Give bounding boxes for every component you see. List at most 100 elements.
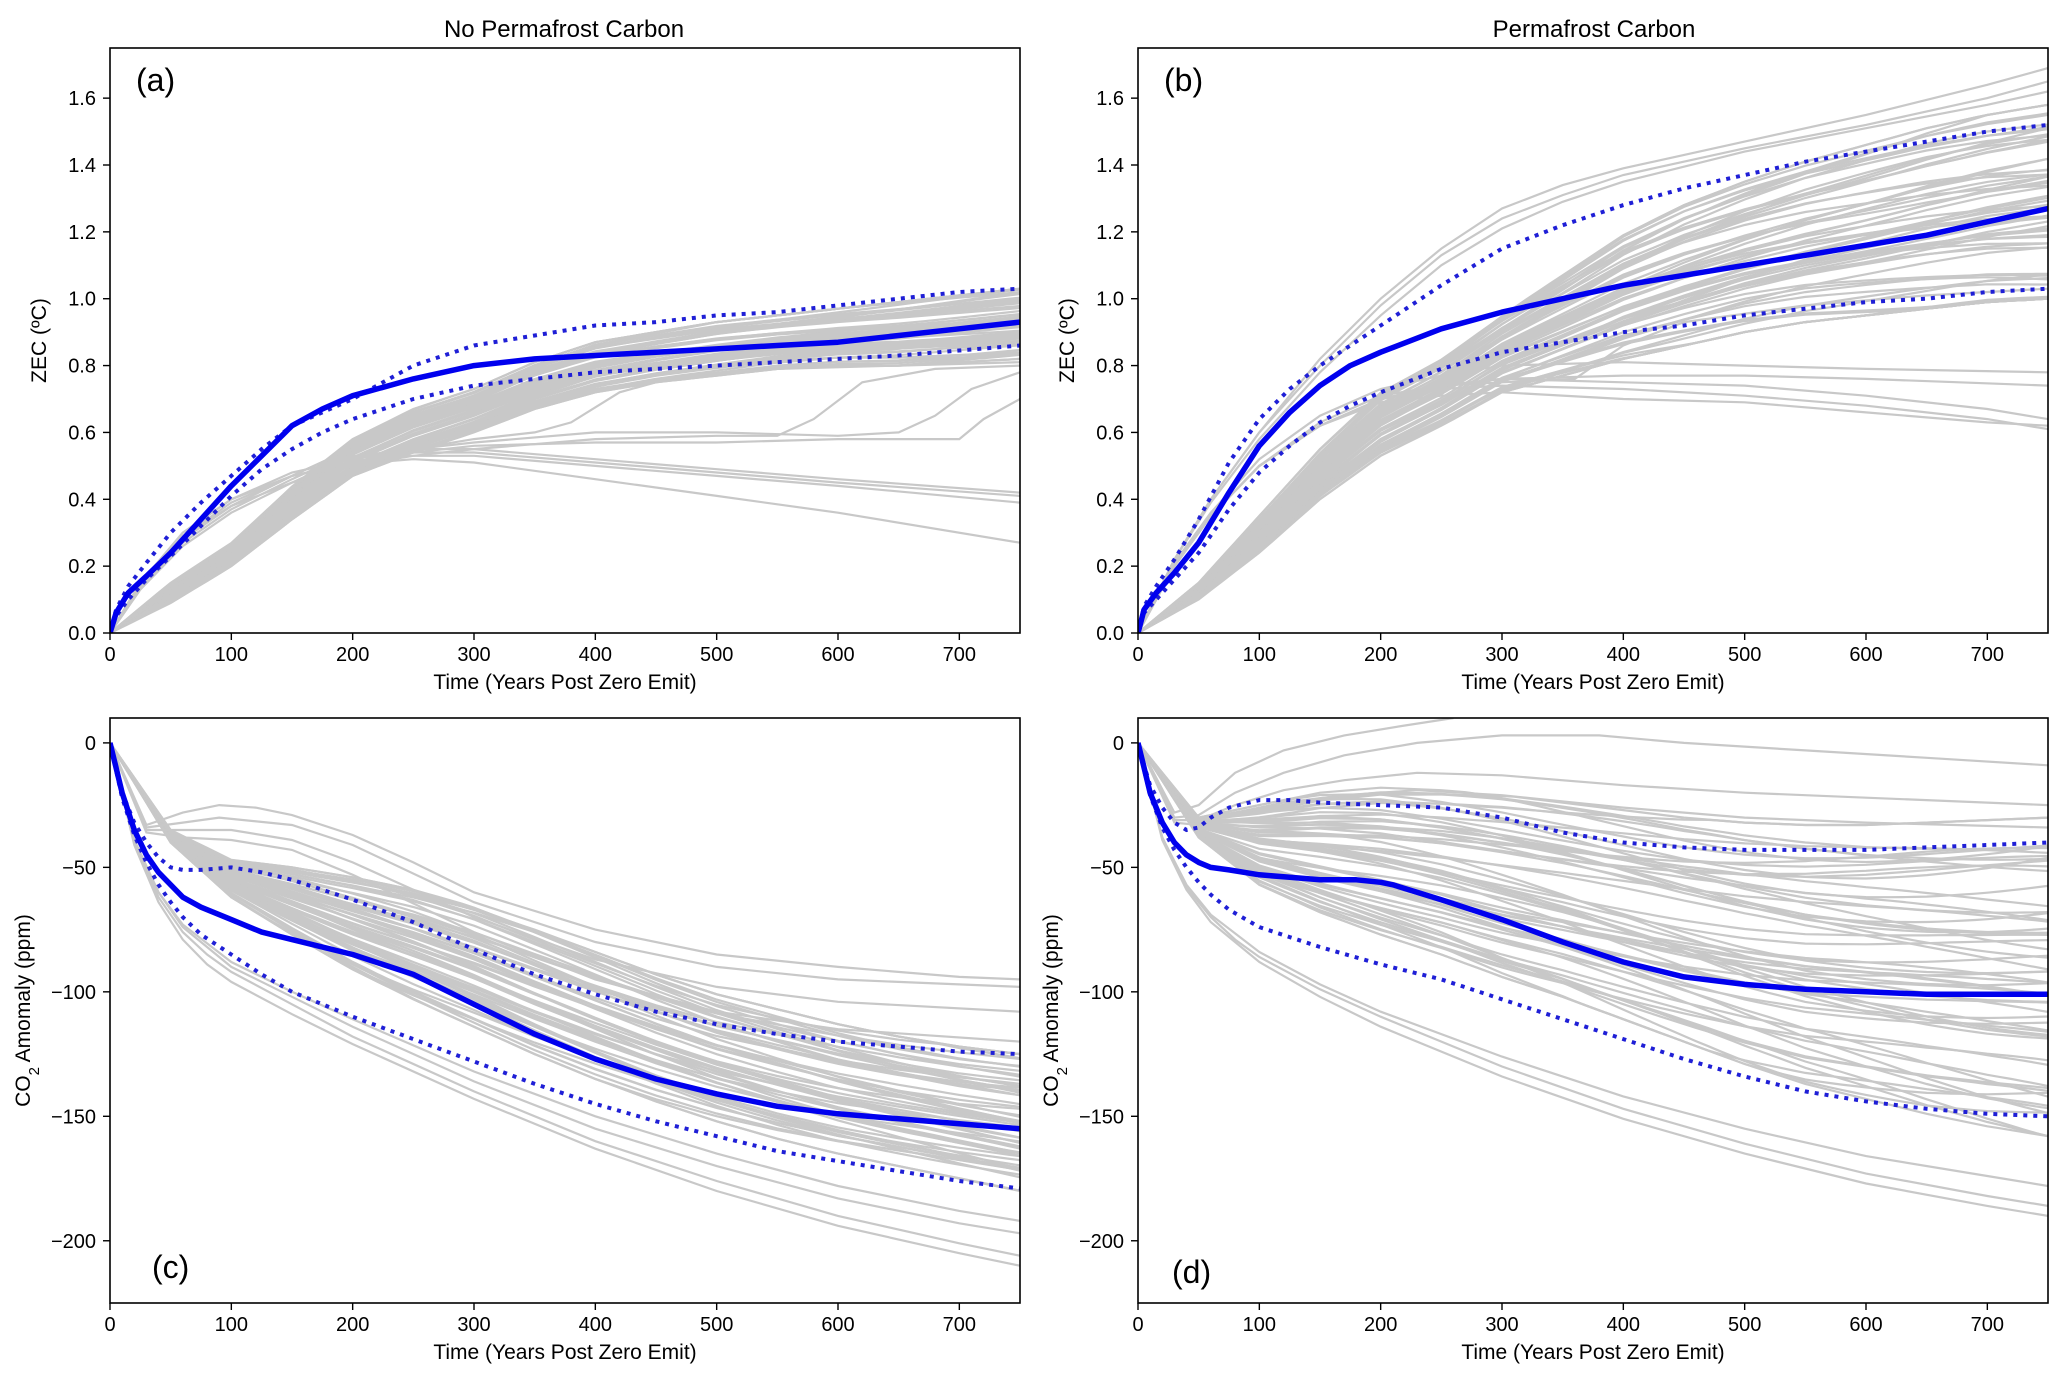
x-tick-label: 700 — [1971, 1314, 2004, 1336]
ensemble-member-line — [110, 742, 1020, 1127]
ensemble-member-line — [1138, 80, 2048, 633]
ensemble-member-line — [110, 742, 1020, 1267]
ensemble-member-line — [1138, 242, 2048, 633]
ensemble-member-line — [1138, 742, 2048, 1066]
axes-frame — [1137, 717, 2049, 1304]
ensemble-member-line — [1138, 103, 2048, 633]
ensemble-member-line — [1138, 742, 2048, 868]
ensemble-member-line — [110, 742, 1020, 1089]
ensemble-member-line — [1138, 742, 2048, 1188]
y-tick-label: 0.2 — [68, 556, 96, 578]
ensemble-member-line — [1138, 133, 2048, 633]
ensemble-members — [110, 742, 1020, 1267]
y-tick-label: 0 — [1113, 733, 1124, 755]
x-tick-label: 600 — [1849, 1314, 1882, 1336]
x-tick-label: 0 — [1132, 644, 1143, 666]
x-tick-label: 100 — [215, 644, 248, 666]
ensemble-member-line — [1138, 742, 2048, 997]
upper-bound-dotted-line — [1138, 122, 2048, 633]
median-line — [110, 319, 1020, 633]
y-tick-label: 0.6 — [1096, 422, 1124, 444]
ensemble-member-line — [110, 742, 1020, 1056]
x-tick-label: 600 — [821, 644, 854, 666]
axes-frame — [1137, 47, 2049, 634]
x-tick-label: 100 — [215, 1314, 248, 1336]
x-tick-label: 300 — [457, 1314, 490, 1336]
panel-letter: (d) — [1172, 1254, 1211, 1290]
y-tick-label: 0.8 — [68, 356, 96, 378]
x-tick-label: 300 — [1485, 644, 1518, 666]
ensemble-member-line — [110, 742, 1020, 1171]
plot-area — [1138, 67, 2048, 633]
ensemble-member-line — [1138, 742, 2048, 876]
y-tick-label: 1.0 — [68, 289, 96, 311]
panel-letter: (b) — [1164, 62, 1203, 98]
y-tick-label: 1.0 — [1096, 289, 1124, 311]
ensemble-member-line — [1138, 135, 2048, 633]
x-tick-label: 700 — [1971, 644, 2004, 666]
y-tick-label: 1.2 — [68, 222, 96, 244]
x-tick-label: 100 — [1243, 644, 1276, 666]
x-tick-label: 500 — [700, 1314, 733, 1336]
x-tick-label: 200 — [1364, 1314, 1397, 1336]
median-line — [1138, 205, 2048, 633]
ensemble-member-line — [110, 320, 1020, 633]
x-tick-label: 200 — [336, 1314, 369, 1336]
ensemble-member-line — [1138, 123, 2048, 633]
ensemble-member-line — [110, 458, 1020, 633]
x-axis-label: Time (Years Post Zero Emit) — [433, 1341, 696, 1364]
ensemble-member-line — [1138, 742, 2048, 1217]
ensemble-member-line — [110, 742, 1020, 1222]
y-tick-label: 1.6 — [68, 88, 96, 110]
y-tick-label: −100 — [51, 982, 96, 1004]
ensemble-member-line — [1138, 272, 2048, 633]
ensemble-member-line — [110, 742, 1020, 981]
y-tick-label: −200 — [1079, 1231, 1124, 1253]
ensemble-member-line — [110, 320, 1020, 633]
panel-d-co2-permafrost: 0 100 200 300 400 500 600 700 0 −50 −100 −150 −200 Ti… — [1040, 717, 2049, 1364]
upper-bound-dotted-line — [110, 286, 1020, 633]
y-tick-label: 1.2 — [1096, 222, 1124, 244]
median-line — [1138, 742, 2048, 998]
upper-bound-dotted-line — [110, 742, 1020, 1057]
ensemble-member-line — [1138, 742, 2048, 1088]
panel-b-zec-permafrost: 0 100 200 300 400 500 600 700 0.0 0.2 0.4 0.6 0.8 1.0… — [1056, 47, 2049, 694]
x-tick-label: 400 — [579, 644, 612, 666]
ensemble-member-line — [1138, 374, 2048, 633]
ensemble-member-line — [1138, 173, 2048, 633]
ensemble-member-line — [1138, 742, 2048, 822]
ensemble-member-line — [1138, 134, 2048, 633]
axes-frame — [109, 47, 1021, 634]
y-tick-label: 1.4 — [1096, 155, 1124, 177]
ensemble-member-line — [1138, 742, 2048, 1207]
ensemble-member-line — [1138, 734, 2048, 819]
ensemble-member-line — [1138, 276, 2048, 633]
panel-a-zec-no-permafrost: 0 100 200 300 400 500 600 700 0.0 0.2 0.4 0.6 0.8 1.0… — [28, 47, 1021, 694]
y-axis-label: CO2 Amomaly (ppm) — [12, 914, 43, 1107]
y-tick-label: 0.6 — [68, 422, 96, 444]
ensemble-member-line — [110, 742, 1020, 988]
ensemble-member-line — [1138, 742, 2048, 1092]
co2-subscript: 2 — [26, 1067, 43, 1075]
x-tick-label: 200 — [336, 644, 369, 666]
ensemble-member-line — [1138, 173, 2048, 633]
ensemble-members — [1138, 718, 2048, 1217]
y-tick-label: −150 — [1079, 1106, 1124, 1128]
ensemble-member-line — [110, 320, 1020, 633]
x-tick-label: 500 — [1728, 644, 1761, 666]
x-tick-label: 400 — [1607, 644, 1640, 666]
left-column-title: No Permafrost Carbon — [444, 16, 684, 43]
ensemble-members — [1138, 67, 2048, 633]
ensemble-member-line — [110, 742, 1020, 1125]
ensemble-member-line — [1138, 742, 2048, 865]
x-tick-label: 600 — [1849, 644, 1882, 666]
y-axis-label: ZEC (ºC) — [1056, 298, 1079, 383]
lower-bound-dotted-line — [1138, 286, 2048, 633]
ensemble-member-line — [1138, 742, 2048, 1096]
ensemble-member-line — [1138, 742, 2048, 934]
y-tick-label: 0.4 — [68, 489, 96, 511]
y-tick-label: 1.4 — [68, 155, 96, 177]
x-tick-label: 0 — [104, 644, 115, 666]
ensemble-member-line — [1138, 90, 2048, 633]
